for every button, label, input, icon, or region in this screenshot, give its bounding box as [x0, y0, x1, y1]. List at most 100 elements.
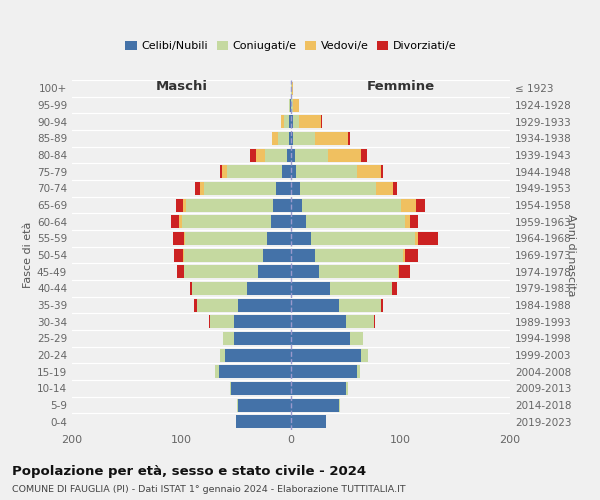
- Bar: [182, 248, 184, 262]
- Bar: [182, 215, 271, 228]
- Bar: [405, 248, 418, 262]
- Bar: [184, 248, 263, 262]
- Bar: [291, 115, 293, 128]
- Bar: [346, 382, 348, 395]
- Bar: [291, 315, 346, 328]
- Text: COMUNE DI FAUGLIA (PI) - Dati ISTAT 1° gennaio 2024 - Elaborazione TUTTITALIA.IT: COMUNE DI FAUGLIA (PI) - Dati ISTAT 1° g…: [12, 485, 406, 494]
- Bar: [291, 82, 292, 95]
- Bar: [258, 265, 291, 278]
- Bar: [418, 232, 438, 245]
- Bar: [295, 148, 328, 162]
- Bar: [374, 315, 376, 328]
- Bar: [275, 182, 291, 195]
- Bar: [230, 382, 231, 395]
- Bar: [250, 148, 256, 162]
- Bar: [182, 198, 186, 211]
- Bar: [296, 165, 357, 178]
- Bar: [400, 265, 410, 278]
- Bar: [289, 98, 290, 112]
- Bar: [256, 148, 265, 162]
- Bar: [186, 198, 274, 211]
- Bar: [291, 415, 326, 428]
- Bar: [238, 298, 291, 312]
- Bar: [184, 232, 185, 245]
- Bar: [331, 282, 392, 295]
- Bar: [200, 182, 205, 195]
- Bar: [292, 82, 293, 95]
- Bar: [184, 265, 258, 278]
- Bar: [234, 332, 291, 345]
- Bar: [291, 348, 361, 362]
- Legend: Celibi/Nubili, Coniugati/e, Vedovi/e, Divorziati/e: Celibi/Nubili, Coniugati/e, Vedovi/e, Di…: [121, 36, 461, 56]
- Bar: [247, 282, 291, 295]
- Bar: [205, 182, 275, 195]
- Bar: [291, 215, 307, 228]
- Bar: [350, 332, 363, 345]
- Bar: [176, 198, 182, 211]
- Bar: [185, 232, 267, 245]
- Text: Maschi: Maschi: [155, 80, 208, 93]
- Bar: [348, 132, 350, 145]
- Y-axis label: Anni di nascita: Anni di nascita: [566, 214, 576, 296]
- Bar: [291, 198, 302, 211]
- Bar: [290, 98, 291, 112]
- Bar: [356, 365, 360, 378]
- Bar: [300, 182, 376, 195]
- Bar: [392, 282, 397, 295]
- Bar: [299, 115, 320, 128]
- Bar: [234, 315, 291, 328]
- Bar: [393, 182, 397, 195]
- Bar: [227, 165, 282, 178]
- Bar: [267, 232, 291, 245]
- Bar: [291, 365, 356, 378]
- Bar: [291, 165, 296, 178]
- Bar: [278, 132, 289, 145]
- Bar: [311, 232, 415, 245]
- Bar: [291, 182, 300, 195]
- Bar: [401, 198, 416, 211]
- Bar: [287, 148, 291, 162]
- Bar: [293, 98, 299, 112]
- Bar: [210, 315, 234, 328]
- Bar: [291, 265, 319, 278]
- Y-axis label: Fasce di età: Fasce di età: [23, 222, 33, 288]
- Bar: [291, 398, 339, 411]
- Bar: [416, 198, 425, 211]
- Bar: [226, 348, 291, 362]
- Bar: [220, 165, 222, 178]
- Bar: [289, 115, 291, 128]
- Bar: [302, 198, 401, 211]
- Bar: [194, 182, 200, 195]
- Bar: [293, 115, 299, 128]
- Bar: [320, 115, 322, 128]
- Bar: [415, 232, 418, 245]
- Bar: [291, 298, 339, 312]
- Bar: [222, 165, 227, 178]
- Text: Femmine: Femmine: [367, 80, 434, 93]
- Bar: [238, 398, 291, 411]
- Bar: [398, 265, 400, 278]
- Bar: [173, 232, 184, 245]
- Bar: [193, 282, 247, 295]
- Bar: [361, 148, 367, 162]
- Bar: [291, 332, 350, 345]
- Bar: [289, 132, 291, 145]
- Bar: [319, 265, 398, 278]
- Bar: [339, 398, 340, 411]
- Bar: [381, 165, 383, 178]
- Bar: [410, 215, 418, 228]
- Bar: [271, 215, 291, 228]
- Bar: [291, 232, 311, 245]
- Bar: [328, 148, 361, 162]
- Bar: [405, 215, 410, 228]
- Bar: [236, 415, 291, 428]
- Bar: [291, 248, 315, 262]
- Bar: [274, 198, 291, 211]
- Bar: [263, 248, 291, 262]
- Bar: [223, 332, 234, 345]
- Bar: [291, 282, 331, 295]
- Bar: [215, 365, 219, 378]
- Bar: [361, 348, 368, 362]
- Bar: [356, 165, 381, 178]
- Text: Popolazione per età, sesso e stato civile - 2024: Popolazione per età, sesso e stato civil…: [12, 465, 366, 478]
